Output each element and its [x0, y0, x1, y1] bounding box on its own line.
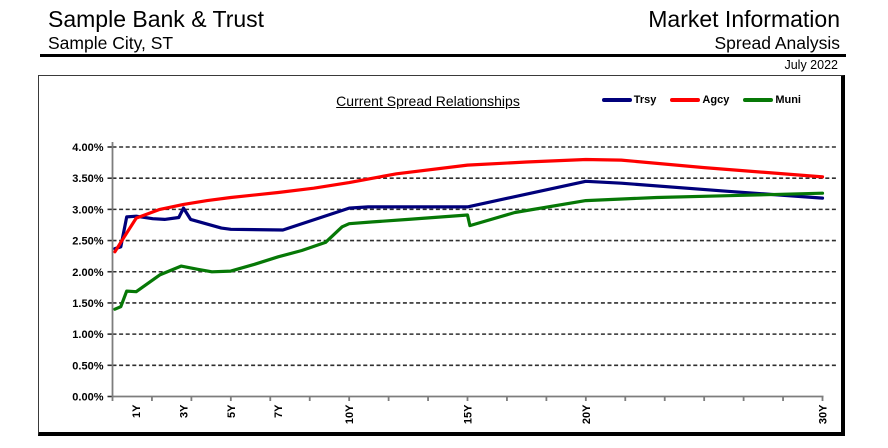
trsy-line	[113, 179, 825, 251]
legend-label: Agcy	[702, 94, 730, 106]
y-axis-label: 0.00%	[72, 392, 103, 404]
agcy-line	[113, 157, 825, 254]
chart-legend: Trsy Agcy Muni	[601, 94, 801, 106]
y-axis-label: 2.00%	[72, 267, 103, 279]
legend-swatch-trsy	[601, 98, 632, 102]
x-axis-label: 3Y	[179, 404, 191, 418]
y-axis-label: 3.50%	[72, 173, 103, 185]
legend-swatch-muni	[743, 98, 774, 102]
muni-line	[113, 191, 825, 311]
legend-item-muni: Muni	[743, 94, 801, 106]
chart-canvas: 4.00% 3.50% 3.00% 2.50% 2.00% 1.50% 1.00% 0.50%…	[72, 142, 837, 424]
bank-name: Sample Bank & Trust	[48, 6, 265, 32]
x-axis-label: 30Y	[818, 404, 830, 424]
y-axis-label: 1.00%	[72, 329, 103, 341]
report-subtitle: Spread Analysis	[714, 33, 841, 53]
bank-location: Sample City, ST	[48, 33, 174, 53]
legend-label: Muni	[775, 94, 801, 106]
header-divider	[40, 54, 846, 57]
y-axis-label: 4.00%	[72, 142, 103, 154]
report-title: Market Information	[648, 6, 840, 32]
report-date: July 2022	[784, 58, 838, 72]
chart-figure: 4.00% 3.50% 3.00% 2.50% 2.00% 1.50% 1.00% 0.50%…	[38, 75, 845, 436]
chart-title: Current Spread Relationships	[336, 93, 520, 109]
legend-item-trsy: Trsy	[601, 94, 657, 106]
legend-item-agcy: Agcy	[670, 94, 729, 106]
y-axis-label: 2.50%	[72, 236, 103, 248]
x-axis-label: 5Y	[226, 404, 238, 418]
y-axis-label: 3.00%	[72, 204, 103, 216]
x-axis-label: 1Y	[131, 404, 143, 418]
x-axis-label: 10Y	[344, 404, 356, 424]
x-axis-label: 7Y	[273, 404, 285, 418]
y-axis-label: 0.50%	[72, 360, 103, 372]
legend-label: Trsy	[633, 94, 657, 106]
x-axis-label: 20Y	[581, 404, 593, 424]
x-axis-label: 15Y	[463, 404, 475, 424]
legend-swatch-agcy	[670, 98, 701, 102]
y-axis-label: 1.50%	[72, 298, 103, 310]
